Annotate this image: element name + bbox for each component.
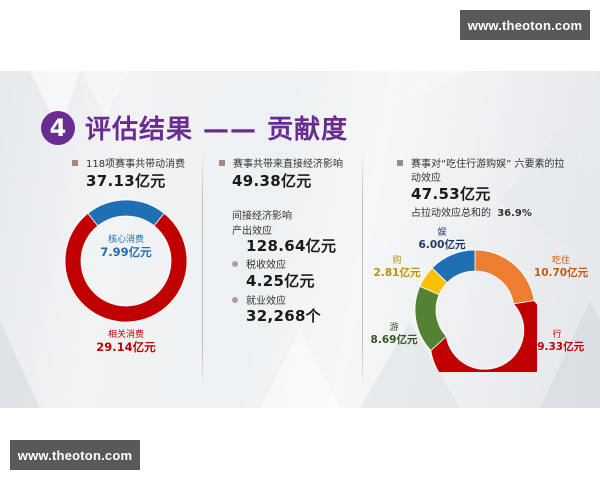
six-elements-donut-chart [414,249,537,372]
consumption-total: 37.13亿元 [86,172,166,190]
consumption-donut-chart [64,199,188,323]
dot-bullet-icon [232,261,238,267]
employment-effect-value: 32,268个 [246,307,321,325]
six-elements-label-line2: 动效应 [411,173,441,184]
shopping-value: 2.81亿元 [373,266,421,279]
employment-effect-label-row: 就业效应 [232,292,286,307]
square-bullet-icon [397,160,403,166]
tax-effect-value: 4.25亿元 [246,272,315,290]
employment-effect-label: 就业效应 [246,296,286,307]
square-bullet-icon [72,160,78,166]
slide: 4 评估结果 —— 贡献度 118项赛事共带动消费 37.13亿元 核心消费 7… [0,71,600,408]
share-value: 36.9% [497,208,532,219]
consumption-label-row: 118项赛事共带动消费 [72,155,185,170]
tour-name: 游 [389,323,399,333]
core-consumption-label: 核心消费 7.99亿元 [96,235,156,260]
six-elements-label-row: 赛事对“吃住行游购娱” 六要素的拉 [397,155,565,170]
watermark-top: www.theoton.com [460,10,590,40]
six-elements-total: 47.53亿元 [411,185,491,203]
core-consumption-name: 核心消费 [107,235,144,245]
indirect-impact-heading: 间接经济影响 [232,211,292,222]
output-effect-label: 产出效应 [232,226,272,237]
shopping-name: 购 [392,256,402,266]
six-elements-label-line1: 赛事对“吃住行游购娱” 六要素的拉 [411,159,565,170]
donut-segment-related [64,212,188,323]
related-consumption-name: 相关消费 [107,330,144,340]
travel-value: 19.33亿元 [529,340,585,353]
eat-stay-name: 吃住 [551,256,570,266]
background-decoration [0,71,600,408]
entertainment-value: 6.00亿元 [418,238,466,251]
core-consumption-value: 7.99亿元 [100,244,152,259]
consumption-label: 118项赛事共带动消费 [86,159,186,170]
related-consumption-label: 相关消费 29.14亿元 [91,330,161,355]
square-bullet-icon [219,160,225,166]
section-header: 4 评估结果 —— 贡献度 [41,109,348,146]
column-divider-1 [202,151,203,391]
travel-name: 行 [552,330,562,340]
entertainment-label: 娱 6.00亿元 [412,228,472,251]
section-number-badge: 4 [41,110,75,145]
tour-value: 8.69亿元 [370,333,418,346]
direct-impact-label-row: 赛事共带来直接经济影响 [219,155,343,170]
direct-impact-value: 49.38亿元 [232,172,312,190]
eat-stay-label: 吃住 10.70亿元 [526,256,596,279]
column-divider-2 [362,151,363,391]
six-elements-share-row: 占拉动效应总和的 36.9% [411,204,532,219]
travel-label: 行 19.33亿元 [522,330,592,353]
tax-effect-label-row: 税收效应 [232,256,286,271]
dot-bullet-icon [232,297,238,303]
output-effect-value: 128.64亿元 [246,237,337,255]
tax-effect-label: 税收效应 [246,260,286,271]
donut-segment-core [87,199,165,227]
donut-segment-travel [430,300,537,372]
entertainment-name: 娱 [437,228,447,238]
eat-stay-value: 10.70亿元 [533,266,589,279]
direct-impact-label: 赛事共带来直接经济影响 [233,159,343,170]
tour-label: 游 8.69亿元 [364,323,424,346]
shopping-label: 购 2.81亿元 [367,256,427,279]
share-text: 占拉动效应总和的 [411,208,491,219]
donut-segment-entertainment [431,249,476,284]
watermark-bottom: www.theoton.com [10,440,140,470]
page-title: 评估结果 —— 贡献度 [85,115,349,145]
related-consumption-value: 29.14亿元 [96,339,156,354]
